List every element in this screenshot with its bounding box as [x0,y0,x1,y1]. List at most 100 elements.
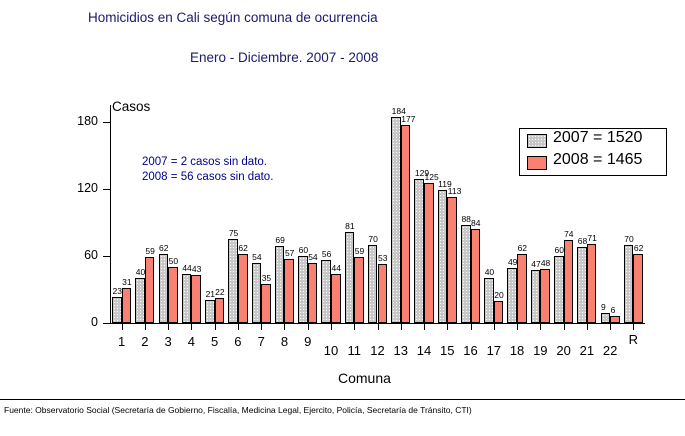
bar-value-label: 22 [215,287,225,298]
footer-divider [0,399,685,400]
x-tick [586,323,588,330]
x-tick [400,323,402,330]
bar-2007-comuna-1 [112,297,122,323]
x-tick-label-8: 8 [280,334,289,349]
bar-2007-comuna-18 [507,268,518,323]
bar-value-label: 62 [633,242,644,253]
legend-swatch-2007 [527,134,547,148]
bar-value-label: 184 [391,106,406,117]
bar-2007-comuna-8 [274,245,285,323]
y-tick [103,255,110,257]
x-tick [377,323,379,330]
x-tick-label-13: 13 [393,343,408,358]
bar-2008-comuna-16 [470,229,481,323]
bar-value-label: 70 [368,233,378,244]
bar-value-label: 59 [354,246,365,257]
bar-2007-comuna-2 [135,278,145,323]
y-tick [103,323,110,324]
x-tick [168,323,170,330]
x-tick [330,323,332,330]
bar-value-label: 23 [112,286,122,297]
x-tick-label-16: 16 [463,343,478,358]
bar-value-label: 31 [122,277,132,288]
y-tick-label: 0 [91,315,98,329]
chart-subtitle: Enero - Diciembre. 2007 - 2008 [190,50,379,65]
bar-value-label: 9 [601,301,606,312]
bar-value-label: 50 [168,256,179,267]
bar-value-label: 81 [345,221,355,232]
legend-label-2008: 2008 = 1465 [553,151,643,168]
bar-2007-comuna-14 [414,178,424,323]
bar-value-label: 48 [540,258,551,269]
bar-value-label: 177 [401,114,416,125]
bar-2008-comuna-4 [191,274,201,323]
bar-2007-comuna-5 [205,299,215,323]
bar-2007-comuna-10 [321,260,331,323]
x-tick [447,323,449,330]
bar-group: 23 31 40 59 62 50 44 43 21 22 75 62 54 35 69 57 60 54 56 44… [110,105,645,323]
bar-value-label: 119 [438,178,452,189]
bar-value-label: 71 [587,232,597,243]
x-tick [284,323,286,330]
x-tick [633,323,635,330]
x-tick-label-12: 12 [370,343,385,358]
x-tick [214,323,216,330]
bar-2007-comuna-7 [251,262,262,323]
bar-value-label: 6 [610,305,616,316]
x-tick-label-20: 20 [556,343,571,358]
bar-value-label: 84 [471,218,481,229]
bar-2007-comuna-22 [600,312,611,323]
bar-2008-comuna-17 [493,300,504,323]
bar-value-label: 125 [424,172,439,183]
x-tick-label-21: 21 [579,343,595,358]
x-tick-label-15: 15 [440,343,455,358]
bar-2008-comuna-19 [540,269,550,323]
bar-2008-comuna-21 [586,243,597,323]
annotation-line-1: 2007 = 2 casos sin dato. [142,156,267,168]
bar-2007-comuna-11 [344,232,355,323]
bar-2008-comuna-10 [330,273,341,323]
source-note: Fuente: Observatorio Social (Secretaría … [4,405,472,415]
bar-2007-comuna-21 [577,246,587,323]
bar-2008-comuna-18 [517,253,527,323]
x-tick [517,323,519,330]
bar-value-label: 59 [145,246,155,257]
x-tick-label-17: 17 [486,343,502,358]
bar-2008-comuna-11 [354,257,364,323]
y-tick [103,121,110,123]
bar-value-label: 57 [284,248,295,259]
bar-2008-comuna-8 [284,259,295,323]
y-tick-label: 60 [84,247,98,262]
bar-value-label: 70 [624,233,634,244]
y-tick-label: 120 [77,180,98,195]
chart-legend: 2007 = 1520 2008 = 1465 [519,128,667,176]
bar-2007-comuna-15 [437,189,448,323]
bar-2008-comuna-20 [563,240,574,323]
bar-value-label: 20 [494,289,504,300]
bar-value-label: 43 [191,263,202,274]
x-tick [470,323,472,330]
x-tick-label-19: 19 [533,343,548,358]
bar-2007-comuna-16 [460,224,471,323]
x-tick [191,323,193,330]
x-axis-title: Comuna [338,370,391,386]
bar-value-label: 60 [298,244,309,255]
x-tick-label-11: 11 [347,343,361,358]
x-tick-label-R: R [628,332,639,347]
bar-value-label: 21 [205,288,216,299]
x-tick [307,323,309,330]
bar-2007-comuna-12 [367,244,378,323]
x-tick [563,323,565,330]
bar-2008-comuna-2 [144,257,155,323]
y-tick-label: 180 [77,113,98,128]
bar-2008-comuna-7 [261,283,271,323]
x-tick [354,323,356,330]
bar-value-label: 54 [308,251,318,262]
bar-value-label: 74 [564,229,574,240]
bar-2007-comuna-4 [181,273,192,323]
x-tick-label-4: 4 [187,334,196,349]
x-tick-label-6: 6 [234,334,242,349]
bar-value-label: 40 [484,267,495,278]
x-tick-label-9: 9 [304,334,312,349]
annotation-line-2: 2008 = 56 casos sin dato. [142,171,274,183]
